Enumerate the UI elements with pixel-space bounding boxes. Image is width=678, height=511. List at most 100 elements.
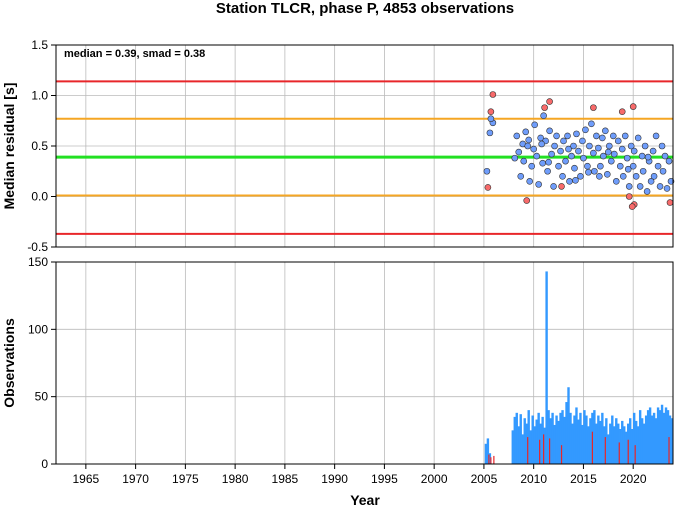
inlier-point	[597, 162, 604, 170]
outlier-point	[484, 184, 492, 191]
observation-bar	[535, 419, 538, 464]
observation-bar	[636, 426, 640, 464]
outlier-observation-bar	[539, 439, 541, 464]
observation-bar	[488, 453, 492, 464]
outlier-point	[523, 197, 531, 204]
x-tick-label: 2015	[570, 472, 597, 486]
residual-y-ticks: -0.5 0.0 0.5 1.0 1.5	[27, 38, 56, 254]
observation-bar	[638, 410, 642, 464]
observation-bar	[525, 423, 528, 464]
observation-bar	[581, 424, 584, 464]
observation-bar	[519, 414, 522, 464]
inlier-point	[544, 167, 551, 175]
observation-bar	[595, 423, 598, 464]
outlier-point	[628, 203, 636, 210]
observation-bar	[654, 418, 658, 464]
stats-annotation: median = 0.39, smad = 0.38	[64, 48, 205, 60]
observation-bar	[630, 428, 634, 464]
inlier-point	[570, 142, 577, 150]
x-tick-label: 2020	[620, 472, 647, 486]
inlier-point	[639, 167, 647, 175]
inlier-point	[627, 142, 635, 150]
inlier-point	[566, 178, 573, 185]
inlier-point	[540, 112, 547, 119]
observation-bar	[531, 415, 534, 464]
observation-bar	[484, 443, 488, 464]
outlier-point	[541, 104, 548, 111]
outlier-point	[625, 193, 633, 200]
x-tick-label: 1965	[73, 472, 100, 486]
inlier-point	[623, 154, 631, 162]
observation-bar	[523, 418, 526, 464]
chart-title: Station TLCR, phase P, 4853 observations	[216, 0, 514, 17]
observation-bar	[656, 407, 660, 464]
y-tick-label: -0.5	[27, 240, 48, 254]
outlier-observation-bar	[543, 434, 545, 464]
outlier-point	[618, 108, 626, 115]
outlier-observation-bar	[591, 431, 593, 464]
y-tick-label: 50	[35, 390, 49, 404]
inlier-point	[533, 152, 540, 160]
observation-bar	[644, 415, 648, 464]
inlier-point	[487, 115, 495, 123]
inlier-point	[612, 178, 620, 185]
outlier-point	[629, 103, 637, 110]
inlier-point	[573, 130, 580, 138]
y-tick-label: 1.5	[31, 38, 48, 52]
observation-bar	[539, 423, 542, 464]
observation-bar	[603, 426, 606, 464]
y-tick-label: 0	[41, 457, 48, 471]
observation-bar	[571, 423, 574, 464]
inlier-point	[661, 152, 669, 160]
inlier-point	[584, 162, 591, 170]
inlier-point	[650, 173, 658, 180]
observation-bar	[619, 428, 622, 464]
observation-bar	[563, 416, 566, 464]
x-tick-label: 2000	[421, 472, 448, 486]
inlier-point	[654, 162, 662, 170]
inlier-point	[555, 162, 562, 170]
inlier-point	[591, 167, 598, 175]
observations-y-label: Observations	[1, 318, 17, 408]
observation-bar	[527, 410, 530, 464]
observation-bar	[623, 426, 626, 464]
inlier-point	[590, 149, 597, 157]
x-tick-label: 1975	[172, 472, 199, 486]
outlier-point	[558, 183, 565, 190]
observation-bar	[664, 407, 668, 464]
inlier-point	[656, 183, 664, 190]
observations-y-ticks: 0 50 100 150	[28, 255, 56, 471]
observation-bar	[583, 410, 586, 464]
outlier-observation-bar	[668, 437, 670, 464]
observation-bar	[605, 418, 608, 464]
y-tick-label: 100	[28, 322, 48, 336]
observation-bar	[625, 431, 628, 464]
observation-bar	[569, 412, 572, 464]
inlier-point	[585, 168, 592, 176]
inlier-point	[595, 144, 602, 152]
x-tick-label: 1990	[321, 472, 348, 486]
inlier-point	[588, 120, 595, 128]
inlier-point	[568, 152, 575, 160]
inlier-point	[614, 137, 622, 145]
outlier-point	[489, 91, 497, 98]
observation-bars	[484, 271, 674, 464]
observation-bar	[555, 415, 558, 464]
observation-bar	[515, 412, 518, 464]
inlier-point	[515, 148, 523, 156]
observation-bar	[668, 415, 672, 464]
inlier-point	[531, 121, 538, 129]
inlier-point	[562, 157, 569, 165]
inlier-point	[604, 170, 611, 178]
inlier-point	[551, 142, 558, 150]
inlier-point	[559, 173, 566, 180]
inlier-point	[649, 147, 657, 155]
inlier-point	[621, 132, 629, 140]
observation-bar	[670, 418, 674, 464]
observation-bar	[648, 407, 652, 464]
inlier-point	[513, 132, 521, 140]
observations-panel-border	[55, 261, 674, 465]
inlier-point	[607, 157, 615, 165]
observation-bar	[511, 430, 514, 464]
